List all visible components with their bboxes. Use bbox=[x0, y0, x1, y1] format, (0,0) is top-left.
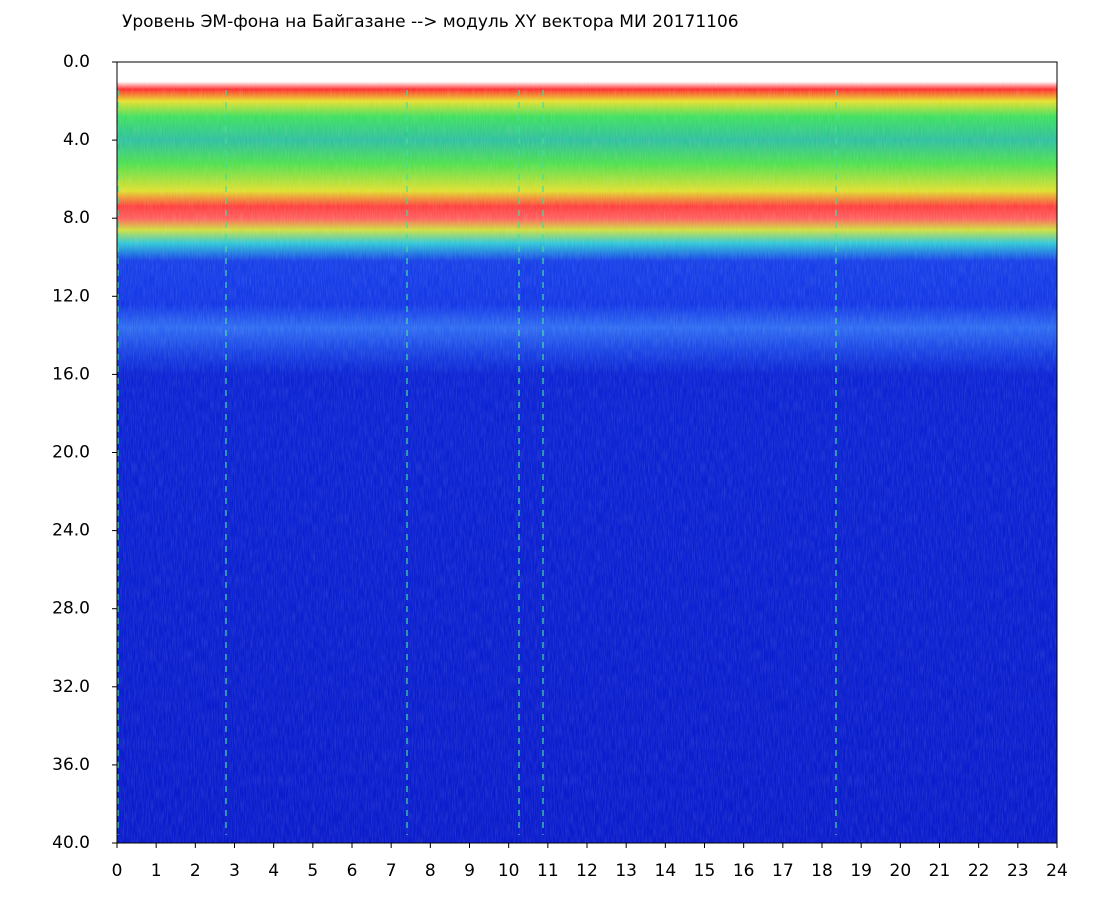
x-tick-label: 19 bbox=[850, 861, 872, 881]
x-tick-label: 4 bbox=[268, 861, 279, 881]
y-tick-label: 8.0 bbox=[63, 208, 90, 228]
y-tick-label: 24.0 bbox=[52, 521, 90, 541]
vertical-streaks bbox=[117, 90, 837, 835]
x-tick-label: 11 bbox=[537, 861, 559, 881]
x-tick-label: 22 bbox=[968, 861, 990, 881]
x-tick-label: 12 bbox=[576, 861, 598, 881]
x-tick-label: 16 bbox=[733, 861, 755, 881]
x-tick-label: 5 bbox=[307, 861, 318, 881]
y-tick-label: 28.0 bbox=[52, 599, 90, 619]
y-tick-label: 20.0 bbox=[52, 443, 90, 463]
y-tick-label: 4.0 bbox=[63, 130, 90, 150]
x-tick-label: 7 bbox=[386, 861, 397, 881]
x-tick-label: 1 bbox=[151, 861, 162, 881]
spectrogram-texture bbox=[117, 62, 1057, 843]
y-tick-label: 16.0 bbox=[52, 364, 90, 384]
y-tick-label: 32.0 bbox=[52, 677, 90, 697]
x-tick-label: 14 bbox=[655, 861, 677, 881]
x-tick-label: 21 bbox=[929, 861, 951, 881]
x-tick-label: 23 bbox=[1007, 861, 1029, 881]
y-tick-label: 36.0 bbox=[52, 755, 90, 775]
y-tick-label: 0.0 bbox=[63, 52, 90, 72]
x-tick-label: 13 bbox=[615, 861, 637, 881]
x-tick-label: 24 bbox=[1046, 861, 1068, 881]
x-tick-label: 9 bbox=[464, 861, 475, 881]
x-tick-label: 18 bbox=[811, 861, 833, 881]
x-tick-label: 20 bbox=[890, 861, 912, 881]
x-tick-label: 15 bbox=[694, 861, 716, 881]
y-tick-label: 40.0 bbox=[52, 833, 90, 853]
x-tick-label: 17 bbox=[772, 861, 794, 881]
x-tick-label: 8 bbox=[425, 861, 436, 881]
x-tick-label: 2 bbox=[190, 861, 201, 881]
x-tick-label: 10 bbox=[498, 861, 520, 881]
x-tick-label: 0 bbox=[112, 861, 123, 881]
chart-title: Уровень ЭМ-фона на Байгазане --> модуль … bbox=[122, 12, 739, 32]
x-tick-label: 3 bbox=[229, 861, 240, 881]
y-tick-label: 12.0 bbox=[52, 286, 90, 306]
x-tick-label: 6 bbox=[347, 861, 358, 881]
